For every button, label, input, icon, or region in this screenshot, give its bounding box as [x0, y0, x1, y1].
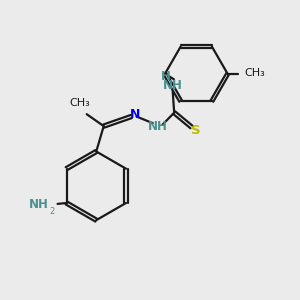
Text: NH: NH: [148, 120, 168, 133]
Text: H: H: [161, 70, 171, 83]
Text: NH: NH: [163, 79, 183, 92]
Text: CH₃: CH₃: [244, 68, 265, 78]
Text: N: N: [130, 108, 140, 121]
Text: 2: 2: [50, 207, 55, 216]
Text: S: S: [191, 124, 201, 137]
Text: CH₃: CH₃: [70, 98, 90, 108]
Text: NH: NH: [29, 198, 49, 211]
